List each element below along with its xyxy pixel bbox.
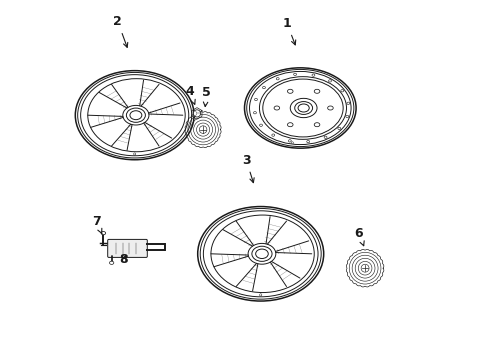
Ellipse shape: [259, 124, 262, 126]
Ellipse shape: [109, 261, 114, 264]
Ellipse shape: [346, 102, 349, 104]
Ellipse shape: [294, 102, 312, 114]
Ellipse shape: [78, 72, 191, 158]
Ellipse shape: [314, 89, 319, 93]
Circle shape: [133, 153, 136, 155]
Circle shape: [259, 294, 261, 296]
Ellipse shape: [287, 123, 292, 127]
Ellipse shape: [210, 215, 314, 293]
Ellipse shape: [276, 78, 279, 80]
Ellipse shape: [288, 140, 291, 142]
Ellipse shape: [273, 106, 279, 110]
Text: 4: 4: [185, 85, 195, 104]
Text: 1: 1: [282, 17, 295, 45]
Text: 8: 8: [120, 253, 128, 266]
Ellipse shape: [306, 140, 309, 143]
Ellipse shape: [101, 231, 105, 235]
Ellipse shape: [340, 90, 343, 92]
Ellipse shape: [259, 77, 346, 139]
Ellipse shape: [262, 79, 343, 137]
Ellipse shape: [244, 68, 355, 148]
Ellipse shape: [254, 98, 257, 101]
Text: 3: 3: [242, 154, 254, 183]
Circle shape: [291, 142, 293, 144]
Ellipse shape: [87, 79, 185, 152]
Text: 5: 5: [202, 86, 210, 107]
FancyBboxPatch shape: [107, 239, 147, 257]
Ellipse shape: [200, 208, 321, 299]
Ellipse shape: [197, 207, 323, 301]
Ellipse shape: [81, 75, 188, 156]
Ellipse shape: [324, 136, 326, 138]
Ellipse shape: [251, 246, 271, 261]
Ellipse shape: [290, 98, 316, 118]
Ellipse shape: [293, 73, 296, 76]
Ellipse shape: [345, 115, 348, 118]
Ellipse shape: [328, 80, 331, 82]
Ellipse shape: [122, 105, 149, 125]
Circle shape: [193, 110, 200, 117]
Ellipse shape: [314, 123, 319, 127]
Ellipse shape: [75, 71, 194, 160]
Ellipse shape: [337, 127, 340, 130]
Ellipse shape: [298, 104, 308, 112]
Ellipse shape: [262, 86, 265, 89]
Ellipse shape: [126, 108, 145, 122]
Ellipse shape: [253, 112, 256, 114]
Ellipse shape: [203, 211, 317, 297]
Ellipse shape: [271, 134, 274, 136]
Ellipse shape: [311, 74, 314, 76]
Ellipse shape: [249, 71, 350, 145]
Ellipse shape: [327, 106, 332, 110]
Ellipse shape: [287, 89, 292, 93]
Text: 6: 6: [354, 227, 364, 246]
Text: 7: 7: [92, 215, 102, 234]
Ellipse shape: [246, 69, 353, 147]
Ellipse shape: [130, 111, 142, 120]
Ellipse shape: [255, 249, 268, 258]
Text: 2: 2: [113, 15, 127, 48]
Ellipse shape: [247, 243, 275, 264]
